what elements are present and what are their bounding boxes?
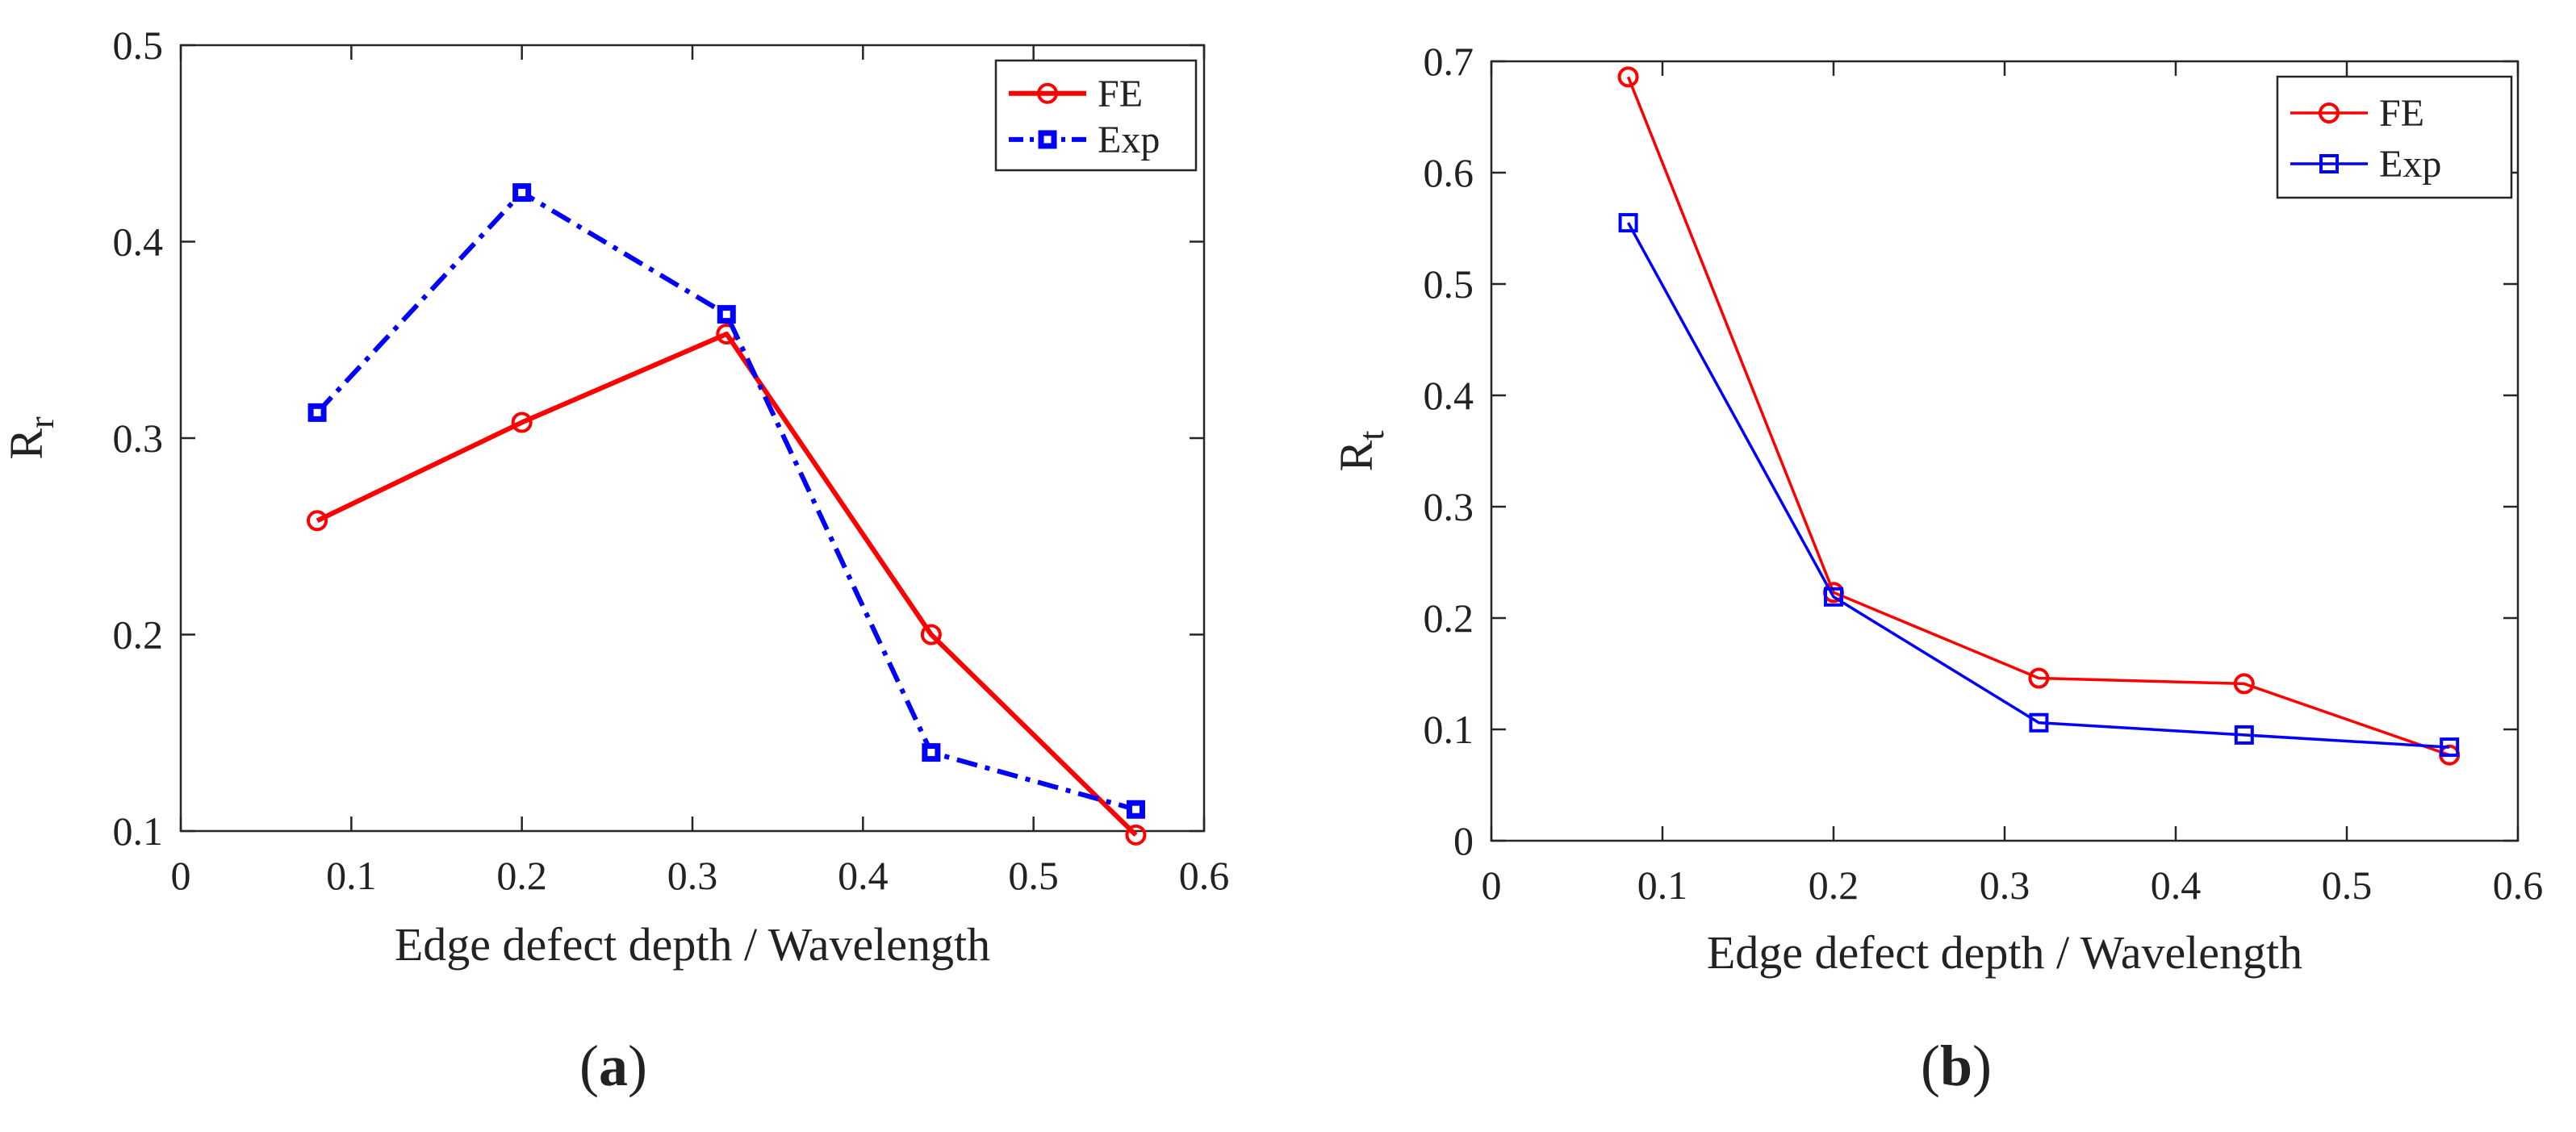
data-point-fe: [2233, 673, 2255, 695]
x-tick-label: 0.3: [667, 853, 718, 898]
y-axis-title-subscript: t: [1352, 431, 1391, 441]
data-point-exp-inner: [1131, 805, 1140, 813]
y-tick-label: 0: [1453, 818, 1474, 863]
x-axis-title: Edge defect depth / Wavelength: [395, 918, 990, 971]
x-tick-label: 0.2: [1809, 863, 1859, 908]
panel-label-open: (: [1921, 1034, 1940, 1098]
y-tick-label: 0.4: [1424, 373, 1474, 418]
x-axis-title: Edge defect depth / Wavelength: [1707, 926, 2302, 979]
y-tick-label: 0.7: [1424, 39, 1474, 84]
panel-label-open: (: [579, 1034, 599, 1098]
x-tick-label: 0.4: [2151, 863, 2202, 908]
x-tick-label: 0.6: [1179, 853, 1230, 898]
series-line-fe: [1626, 76, 2450, 757]
legend-marker-fe: [2319, 102, 2340, 123]
y-tick-label: 0.1: [1424, 707, 1474, 752]
y-tick-label: 0.5: [113, 23, 164, 68]
series-line-exp: [1627, 222, 2450, 749]
y-axis-title: Rr: [0, 416, 61, 460]
data-point-exp: [2029, 712, 2049, 733]
y-tick-label: 0.5: [1424, 261, 1474, 307]
data-point-fe: [307, 510, 328, 532]
y-axis-title-base: R: [0, 428, 52, 460]
y-axis-title-base: R: [1330, 440, 1382, 471]
y-tick-label: 0.3: [113, 416, 164, 461]
data-point-exp-inner: [722, 311, 730, 319]
x-tick-label: 0.4: [838, 853, 889, 898]
data-point-fe: [1125, 824, 1147, 846]
series-line-fe: [316, 331, 1138, 838]
y-tick-label: 0.4: [113, 219, 164, 265]
data-point-fe: [1617, 66, 1639, 88]
legend-box: [2276, 75, 2513, 199]
x-tick-label: 0: [171, 853, 191, 898]
legend-label-fe: FE: [1098, 73, 1143, 115]
data-point-exp: [2234, 725, 2254, 745]
chart-panel-b: 0 0.1 0.2 0.3 0.4 0.5 0.6 0 0.1 0.2 0.3 0.4 0.5 0.6 0.…: [1330, 39, 2543, 1098]
legend-marker-fe: [1037, 82, 1058, 104]
y-axis-title-subscript: r: [22, 416, 61, 428]
data-point-exp: [1618, 213, 1638, 233]
data-point-fe: [2028, 667, 2050, 689]
data-point-exp-inner: [518, 189, 526, 197]
series-line-exp: [315, 190, 1137, 812]
data-point-exp: [2440, 737, 2460, 758]
legend: FE Exp: [2276, 75, 2513, 199]
data-point-exp: [1824, 587, 1843, 607]
panel-label-close: ): [1972, 1034, 1992, 1098]
legend-box: [994, 59, 1198, 172]
panel-label-close: ): [628, 1034, 647, 1098]
legend-label-exp: Exp: [1098, 119, 1160, 161]
x-tick-label: 0: [1482, 863, 1502, 908]
series-exp: [1618, 213, 2460, 758]
data-point-fe: [511, 411, 533, 433]
x-tick-label: 0.6: [2493, 863, 2544, 908]
legend-label-exp: Exp: [2379, 143, 2441, 186]
x-tick-label: 0.2: [496, 853, 547, 898]
x-tick-label: 0.1: [326, 853, 377, 898]
y-tick-label: 0.1: [113, 808, 164, 854]
y-tick-label: 0.6: [1424, 150, 1474, 195]
y-tick-label: 0.2: [113, 612, 164, 658]
legend-label-fe: FE: [2379, 92, 2424, 135]
series-exp: [307, 183, 1145, 819]
panel-label: (a): [579, 1034, 647, 1098]
panel-label-letter: b: [1940, 1034, 1972, 1098]
x-tick-label: 0.3: [1980, 863, 2030, 908]
x-tick-label: 0.5: [1008, 853, 1059, 898]
plot-area: [179, 44, 1206, 833]
panel-label-letter: a: [599, 1034, 628, 1098]
data-point-exp-inner: [927, 749, 935, 757]
legend-marker-exp: [2319, 154, 2339, 173]
y-tick-label: 0.2: [1424, 595, 1474, 641]
y-tick-label: 0.3: [1424, 484, 1474, 529]
y-axis-title: Rt: [1330, 431, 1391, 472]
legend-marker-exp-inner: [1043, 136, 1052, 144]
data-point-fe: [920, 624, 942, 645]
x-tick-label: 0.5: [2322, 863, 2373, 908]
data-point-exp-inner: [313, 408, 321, 416]
x-tick-label: 0.1: [1637, 863, 1688, 908]
panel-label: (b): [1921, 1034, 1992, 1098]
